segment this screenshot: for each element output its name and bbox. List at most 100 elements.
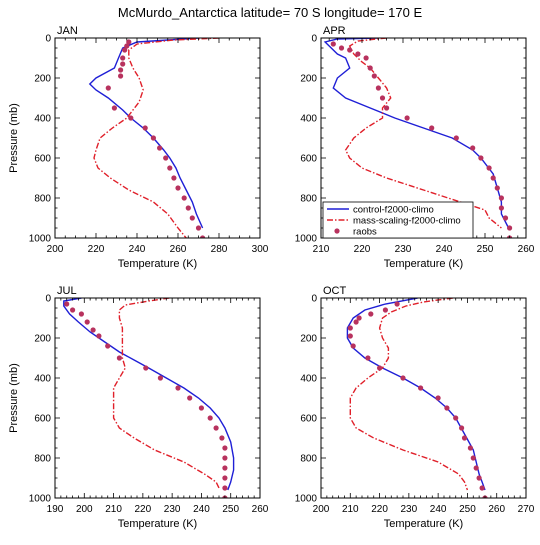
- raobs-point: [363, 55, 369, 61]
- y-tick-label: 600: [34, 154, 51, 165]
- y-tick-label: 800: [34, 454, 51, 465]
- y-tick-label: 0: [45, 294, 51, 305]
- raobs-point: [453, 135, 459, 141]
- raobs-point: [198, 405, 204, 411]
- y-tick-label: 1000: [295, 234, 318, 245]
- x-tick-label: 230: [164, 504, 181, 515]
- raobs-point: [157, 375, 163, 381]
- x-tick-label: 200: [313, 504, 330, 515]
- raobs-point: [185, 205, 191, 211]
- x-tick-label: 270: [518, 504, 535, 515]
- raobs-point: [467, 445, 473, 451]
- panel-jul: 190 200 210 220 230 240 250 260 0 200 400 600 800 100…: [8, 285, 269, 530]
- raobs-point: [78, 311, 84, 317]
- raobs-point: [470, 455, 476, 461]
- y-tick-label: 1000: [295, 494, 318, 505]
- y-axis-label: Pressure (mb): [8, 363, 20, 433]
- raobs-point: [384, 105, 390, 111]
- panel-title: OCT: [323, 285, 347, 297]
- raobs-point: [207, 415, 213, 421]
- series-group: [63, 298, 235, 498]
- legend-swatch-raobs: [334, 228, 340, 234]
- raobs-point: [64, 301, 70, 307]
- mass-scaling-series-line: [112, 298, 220, 489]
- raobs-point: [400, 375, 406, 381]
- raobs-point: [116, 355, 122, 361]
- x-tick-label: 220: [88, 244, 105, 255]
- raobs-point: [486, 165, 492, 171]
- y-tick-label: 400: [34, 374, 51, 385]
- raobs-point: [222, 485, 228, 491]
- raobs-point: [96, 333, 102, 339]
- mass-scaling-series-line: [344, 38, 502, 229]
- series-group: [346, 298, 488, 498]
- raobs-point: [379, 95, 386, 101]
- y-tick-label: 400: [300, 374, 317, 385]
- raobs-point: [347, 325, 353, 331]
- raobs-point: [473, 465, 479, 471]
- raobs-point: [347, 333, 353, 339]
- raobs-point: [200, 235, 206, 238]
- legend-label: control-f2000-climo: [353, 205, 434, 216]
- raobs-point: [502, 215, 509, 221]
- raobs-point: [167, 165, 173, 171]
- raobs-point: [356, 315, 362, 321]
- raobs-point: [175, 185, 181, 191]
- y-tick-label: 400: [300, 114, 317, 125]
- series-group: [88, 38, 220, 238]
- x-axis-label: Temperature (K): [384, 518, 463, 530]
- x-tick-label: 220: [371, 504, 388, 515]
- raobs-point: [171, 175, 177, 181]
- raobs-point: [222, 445, 228, 451]
- raobs-point: [478, 155, 484, 161]
- raobs-point: [157, 145, 163, 151]
- raobs-point: [367, 65, 373, 71]
- x-tick-label: 200: [47, 244, 64, 255]
- raobs-point: [476, 475, 482, 481]
- raobs-point: [507, 225, 513, 231]
- raobs-point: [461, 435, 468, 441]
- x-tick-label: 260: [252, 504, 269, 515]
- raobs-point: [128, 115, 134, 121]
- y-tick-label: 200: [34, 334, 51, 345]
- x-tick-label: 260: [518, 244, 535, 255]
- raobs-point: [479, 485, 485, 491]
- raobs-point: [355, 51, 361, 57]
- panel-title: JUL: [57, 285, 77, 297]
- raobs-point: [105, 343, 111, 349]
- mass-scaling-series-line: [93, 38, 220, 238]
- raobs-point: [365, 355, 371, 361]
- x-tick-label: 240: [193, 504, 210, 515]
- panel-oct: 200 210 220 230 240 250 260 270 0 200 400 600 800 100…: [295, 285, 535, 530]
- x-tick-label: 260: [488, 504, 505, 515]
- raobs-point: [394, 301, 400, 307]
- raobs-point: [118, 73, 124, 79]
- y-tick-label: 0: [45, 34, 51, 45]
- x-tick-label: 250: [222, 504, 239, 515]
- raobs-point: [338, 45, 345, 51]
- raobs-point: [498, 195, 504, 201]
- raobs-point: [195, 225, 202, 231]
- x-tick-label: 240: [129, 244, 146, 255]
- x-axis-label: Temperature (K): [118, 518, 197, 530]
- control-series-line: [346, 298, 486, 491]
- raobs-point: [120, 55, 126, 61]
- raobs-point: [120, 61, 126, 67]
- raobs-point: [350, 343, 356, 349]
- raobs-point: [175, 385, 181, 391]
- panel-jan: 200 220 240 260 280 300 0 200 400 600 800 1000 JAN Te…: [8, 25, 269, 270]
- raobs-point: [404, 115, 410, 121]
- control-series-line: [63, 298, 235, 491]
- y-tick-label: 0: [311, 294, 317, 305]
- y-tick-label: 400: [34, 114, 51, 125]
- x-tick-label: 200: [76, 504, 93, 515]
- raobs-point: [222, 465, 228, 471]
- x-tick-label: 230: [395, 244, 412, 255]
- raobs-point: [187, 395, 193, 401]
- raobs-point: [429, 125, 435, 131]
- raobs-point: [126, 39, 132, 45]
- raobs-point: [222, 475, 228, 481]
- raobs-point: [494, 185, 500, 191]
- raobs-point: [142, 125, 148, 131]
- raobs-point: [84, 319, 90, 325]
